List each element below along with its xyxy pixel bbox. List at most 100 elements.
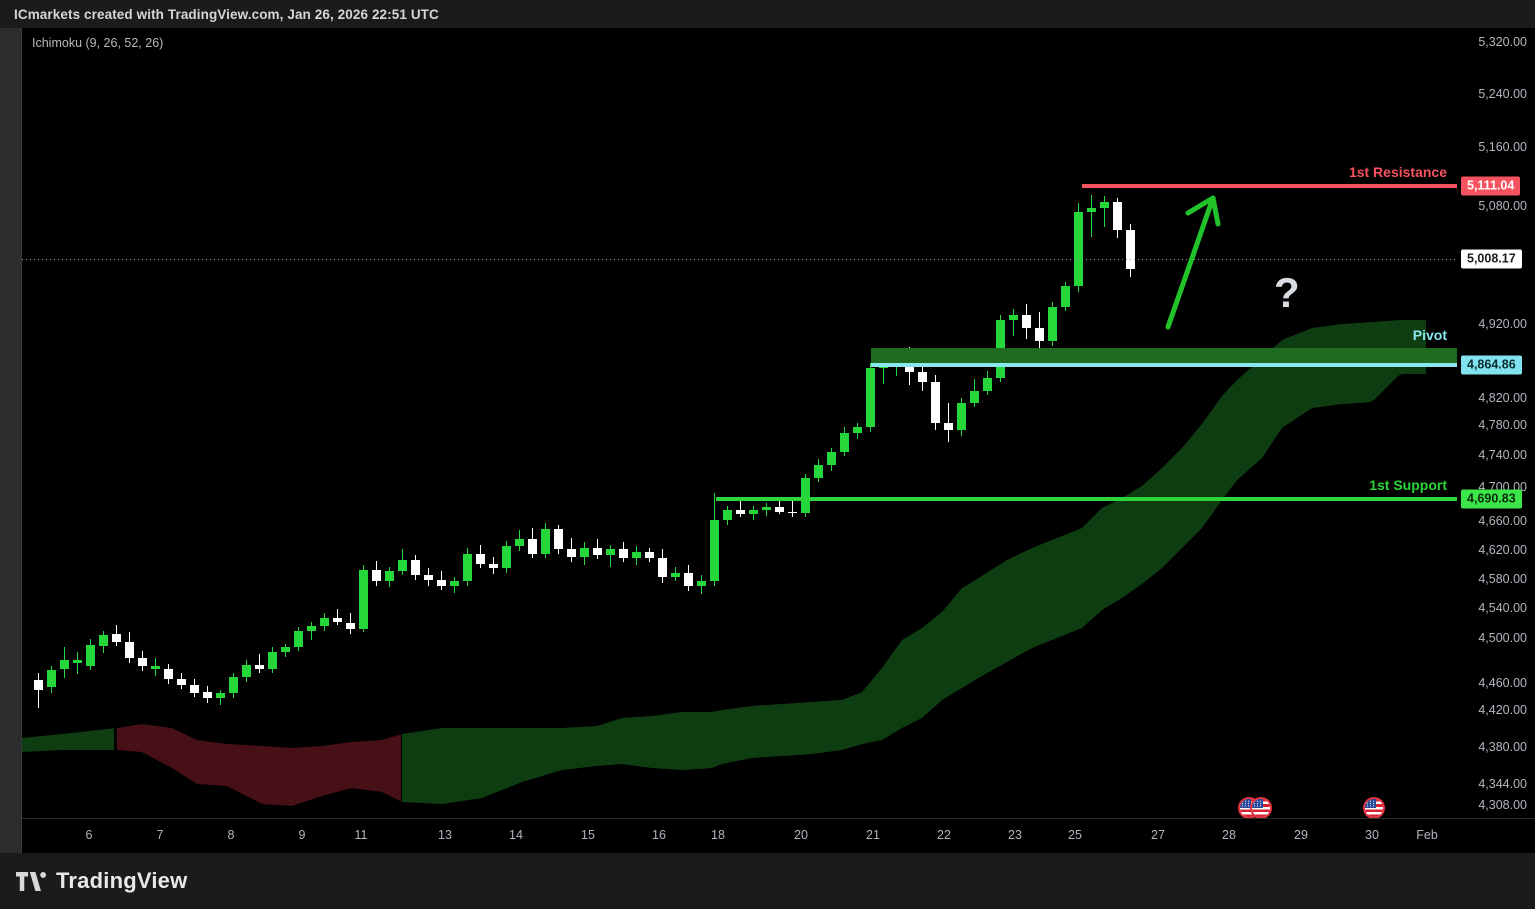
candle-bearish	[1022, 315, 1031, 329]
price-axis-tick: 5,240.00	[1478, 87, 1527, 101]
candle-bullish	[749, 510, 758, 515]
candle-wick	[947, 402, 950, 442]
candle-bullish	[710, 520, 719, 582]
candle-bearish	[528, 539, 537, 554]
candle-bearish	[177, 679, 186, 685]
candle-bearish	[645, 552, 654, 559]
candle-bullish	[1061, 286, 1070, 307]
candle-bearish	[1113, 201, 1122, 230]
candle-bullish	[450, 581, 459, 586]
question-mark-annotation: ?	[1274, 269, 1300, 316]
candle-bullish	[957, 402, 966, 431]
price-axis-tick: 4,380.00	[1478, 740, 1527, 754]
ichimoku-cloud	[22, 320, 1426, 806]
time-axis-tick: 16	[652, 828, 666, 842]
candle-bullish	[86, 645, 95, 666]
level-line-1st-support[interactable]	[716, 497, 1457, 501]
support-tag[interactable]: 4,690.83	[1461, 489, 1522, 509]
candle-bearish	[424, 575, 433, 580]
time-axis-tick: 13	[438, 828, 452, 842]
price-axis-tick: 4,660.00	[1478, 514, 1527, 528]
candle-bearish	[658, 558, 667, 577]
price-axis-tick: 4,308.00	[1478, 798, 1527, 812]
candle-bullish	[1009, 315, 1018, 320]
candle-bullish	[814, 465, 823, 479]
candle-bullish	[970, 390, 979, 403]
candle-bullish	[359, 569, 368, 629]
price-axis-tick: 4,620.00	[1478, 543, 1527, 557]
price-axis-tick: 4,820.00	[1478, 391, 1527, 405]
last-price-tag[interactable]: 5,008.17	[1461, 249, 1522, 269]
candle-bullish	[463, 553, 472, 582]
time-axis-tick: 9	[298, 828, 306, 842]
candle-bullish	[541, 528, 550, 554]
price-axis-tick: 4,500.00	[1478, 631, 1527, 645]
price-axis-tick: 5,320.00	[1478, 35, 1527, 49]
candle-wick	[1012, 309, 1015, 336]
ichimoku-cloud-segment	[117, 724, 401, 806]
candle-bullish	[723, 510, 732, 521]
ichimoku-cloud-segment	[22, 728, 114, 752]
time-axis-tick: 22	[937, 828, 951, 842]
candle-bullish	[1048, 306, 1057, 342]
candle-wick	[258, 653, 261, 673]
time-axis-tick: 28	[1222, 828, 1236, 842]
candle-bullish	[73, 659, 82, 663]
candle-bearish	[788, 511, 797, 514]
tradingview-wordmark: TradingView	[56, 868, 188, 893]
time-axis-tick: 11	[354, 828, 368, 842]
candle-bullish	[606, 549, 615, 556]
candle-bearish	[775, 507, 784, 512]
candle-bearish	[931, 382, 940, 423]
candle-bearish	[1126, 229, 1135, 269]
time-axis-tick: 29	[1294, 828, 1308, 842]
economic-event-flag[interactable]	[1250, 797, 1272, 818]
time-axis-tick: 7	[156, 828, 164, 842]
candle-bullish	[1074, 212, 1083, 287]
chart-credit-text: ICmarkets created with TradingView.com, …	[14, 6, 439, 22]
candle-bullish	[99, 635, 108, 646]
candle-bullish	[632, 552, 641, 559]
candle-bearish	[736, 510, 745, 515]
economic-event-flags	[22, 28, 1457, 818]
candle-bearish	[1035, 328, 1044, 342]
time-axis-tick: 20	[794, 828, 808, 842]
candle-bearish	[333, 617, 342, 622]
price-axis-tick: 4,920.00	[1478, 317, 1527, 331]
candle-bearish	[437, 579, 446, 586]
candle-bearish	[125, 641, 134, 659]
time-axis-tick: 21	[866, 828, 880, 842]
chart-header: ICmarkets created with TradingView.com, …	[0, 0, 1535, 28]
candle-bullish	[671, 572, 680, 577]
time-axis[interactable]: 6 7 8 9 11 13 14 15 16 18 20 21 22 23 25 27 28 29 30 Feb	[22, 818, 1535, 853]
resistance-tag[interactable]: 5,111.04	[1461, 176, 1521, 196]
candle-bullish	[866, 367, 875, 428]
indicator-legend[interactable]: Ichimoku (9, 26, 52, 26)	[32, 36, 164, 50]
price-axis-tick: 4,740.00	[1478, 448, 1527, 462]
level-line-1st-resistance[interactable]	[1082, 184, 1457, 188]
candle-bearish	[372, 569, 381, 582]
candle-bearish	[554, 528, 563, 550]
candle-wick	[1103, 196, 1106, 227]
left-toolbar-rail[interactable]	[0, 28, 22, 853]
candle-bullish	[1100, 201, 1109, 208]
candle-bullish	[216, 693, 225, 698]
price-axis-tick: 4,460.00	[1478, 676, 1527, 690]
pivot-zone-band[interactable]	[871, 348, 1457, 364]
price-axis[interactable]: 5,320.00 5,240.00 5,160.00 5,080.00 4,920.00…	[1457, 28, 1535, 818]
price-chart-plot[interactable]: Ichimoku (9, 26, 52, 26) 1st Resistance P…	[22, 28, 1457, 818]
time-axis-tick: 14	[509, 828, 523, 842]
candle-bearish	[203, 691, 212, 698]
candle-bullish	[502, 546, 511, 569]
candle-bullish	[47, 669, 56, 687]
time-axis-tick: 23	[1008, 828, 1022, 842]
tradingview-logo[interactable]: TradingView	[16, 868, 187, 894]
candle-bullish	[1087, 207, 1096, 213]
economic-event-flag[interactable]	[1363, 797, 1385, 818]
candle-bearish	[684, 572, 693, 586]
level-line-pivot[interactable]	[871, 363, 1457, 367]
price-axis-tick: 4,540.00	[1478, 601, 1527, 615]
candle-bullish	[801, 478, 810, 513]
pivot-tag[interactable]: 4,864.86	[1461, 355, 1522, 375]
